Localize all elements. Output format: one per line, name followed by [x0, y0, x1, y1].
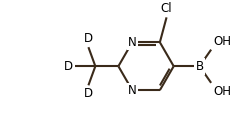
Text: OH: OH	[213, 85, 231, 98]
Text: N: N	[128, 36, 137, 49]
Text: B: B	[195, 60, 203, 73]
Text: OH: OH	[213, 35, 231, 48]
Text: D: D	[64, 60, 73, 73]
Text: Cl: Cl	[161, 2, 172, 15]
Text: D: D	[84, 32, 93, 45]
Text: N: N	[128, 84, 137, 97]
Text: D: D	[84, 87, 93, 100]
